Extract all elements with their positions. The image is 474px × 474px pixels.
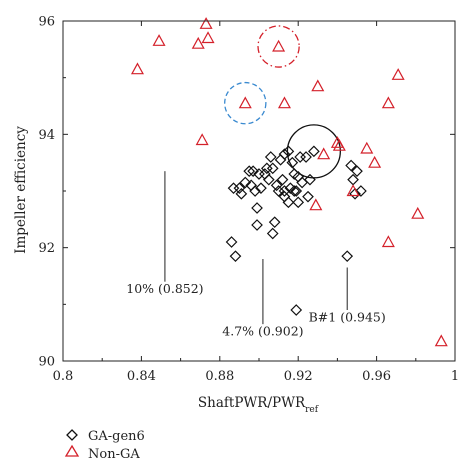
y-tick-label: 90 xyxy=(38,355,55,370)
legend-triangle-marker xyxy=(64,444,80,457)
non-ga-point xyxy=(411,206,425,219)
y-axis-label: Impeller efficiency xyxy=(13,126,29,254)
y-tick-label: 94 xyxy=(38,128,55,143)
ga-gen6-point xyxy=(247,165,259,178)
ga-gen6-point xyxy=(225,236,238,248)
non-ga-point xyxy=(152,34,166,46)
x-tick-label: 0.8 xyxy=(53,369,74,384)
legend-item-ga-gen6: GA-gen6 xyxy=(66,429,145,444)
x-tick-label: 0.96 xyxy=(362,369,391,384)
highlight-circle xyxy=(257,25,300,68)
non-ga-point xyxy=(238,96,252,109)
ga-gen6-point xyxy=(286,156,299,169)
ga-gen6-point xyxy=(345,159,357,172)
ga-gen6-point xyxy=(260,162,273,175)
non-ga-point xyxy=(391,68,405,80)
x-axis-label-subscript: ref xyxy=(305,405,319,415)
ga-gen6-point xyxy=(262,173,275,186)
ga-gen6-point xyxy=(239,176,252,189)
ga-gen6-point xyxy=(290,185,303,197)
ga-gen6-point xyxy=(276,173,289,186)
ga-gen6-point xyxy=(278,148,291,161)
ga-gen6-point xyxy=(351,165,363,178)
non-ga-point xyxy=(277,96,291,109)
non-ga-point xyxy=(317,147,331,160)
legend-label-non-ga: Non-GA xyxy=(88,447,140,462)
non-ga-point xyxy=(191,36,205,49)
ga-gen6-point xyxy=(233,182,246,195)
ticks: 0.8 0.84 0.88 0.92 0.96 1 90 92 94 96 xyxy=(38,15,459,385)
non-ga-point xyxy=(332,138,346,151)
ga-gen6-point xyxy=(284,182,297,195)
ga-gen6-point xyxy=(292,196,305,209)
ga-gen6-point xyxy=(266,227,279,240)
non-ga-point xyxy=(360,141,374,154)
non-ga-point xyxy=(309,198,323,211)
x-axis-label: ShaftPWR/PWRref xyxy=(198,395,319,415)
ga-gen6-point xyxy=(272,185,285,197)
non-ga-point xyxy=(346,184,360,197)
ga-gen6-point xyxy=(243,165,256,178)
y-tick-label: 96 xyxy=(38,15,55,30)
ga-gen6-point xyxy=(308,145,320,158)
ga-gen6-point xyxy=(251,202,263,214)
annotation-label: 4.7% (0.902) xyxy=(222,324,303,339)
non-ga-point xyxy=(272,39,286,52)
ga-gen6-point xyxy=(229,250,242,263)
x-tick-label: 0.88 xyxy=(205,369,234,384)
ga-gen6-point xyxy=(288,185,301,197)
ga-gen6-point xyxy=(251,219,263,231)
non-ga-point xyxy=(201,31,215,44)
y-tick-label: 92 xyxy=(38,241,55,256)
annotation-label: 10% (0.852) xyxy=(126,281,203,296)
non-ga-point xyxy=(195,133,209,146)
ga-gen6-point xyxy=(304,173,316,186)
ga-gen6-point xyxy=(292,170,305,183)
legend-diamond-marker xyxy=(66,429,78,441)
non-ga-point xyxy=(130,62,144,75)
legend-item-non-ga: Non-GA xyxy=(64,444,140,462)
ga-gen6-point xyxy=(341,250,354,263)
x-tick-label: 0.84 xyxy=(127,369,156,384)
ga-gen6-point xyxy=(278,190,291,203)
legend: GA-gen6 Non-GA xyxy=(64,429,145,462)
x-axis-label-main: ShaftPWR/PWR xyxy=(198,395,306,411)
non-ga-point xyxy=(434,334,448,347)
non-ga-point xyxy=(368,155,382,168)
ga-gen6-point xyxy=(290,304,303,316)
ga-gen6-point xyxy=(264,151,277,163)
ga-gen6-point xyxy=(302,190,314,203)
ga-gen6-point xyxy=(300,151,312,163)
highlight-circle xyxy=(224,81,267,125)
non-ga-point xyxy=(381,96,395,109)
non-ga-point xyxy=(311,79,325,92)
non-ga-point xyxy=(381,235,395,248)
ga-gen6-point xyxy=(268,216,281,229)
ga-gen6-point xyxy=(349,187,361,200)
ga-gen6-point xyxy=(235,187,248,200)
annotations: 10% (0.852) 4.7% (0.902) B#1 (0.945) xyxy=(126,171,386,339)
annotation-label: B#1 (0.945) xyxy=(309,309,386,324)
ga-gen6-point xyxy=(355,185,367,197)
ga-gen6-point xyxy=(282,145,295,158)
non-ga-point xyxy=(199,17,213,29)
data-points xyxy=(130,17,448,347)
x-tick-label: 1 xyxy=(451,369,459,384)
ga-gen6-point xyxy=(270,179,283,192)
ga-gen6-point xyxy=(255,182,267,195)
ga-gen6-point xyxy=(249,185,261,197)
x-tick-label: 0.92 xyxy=(284,369,313,384)
legend-label-ga-gen6: GA-gen6 xyxy=(88,429,145,444)
